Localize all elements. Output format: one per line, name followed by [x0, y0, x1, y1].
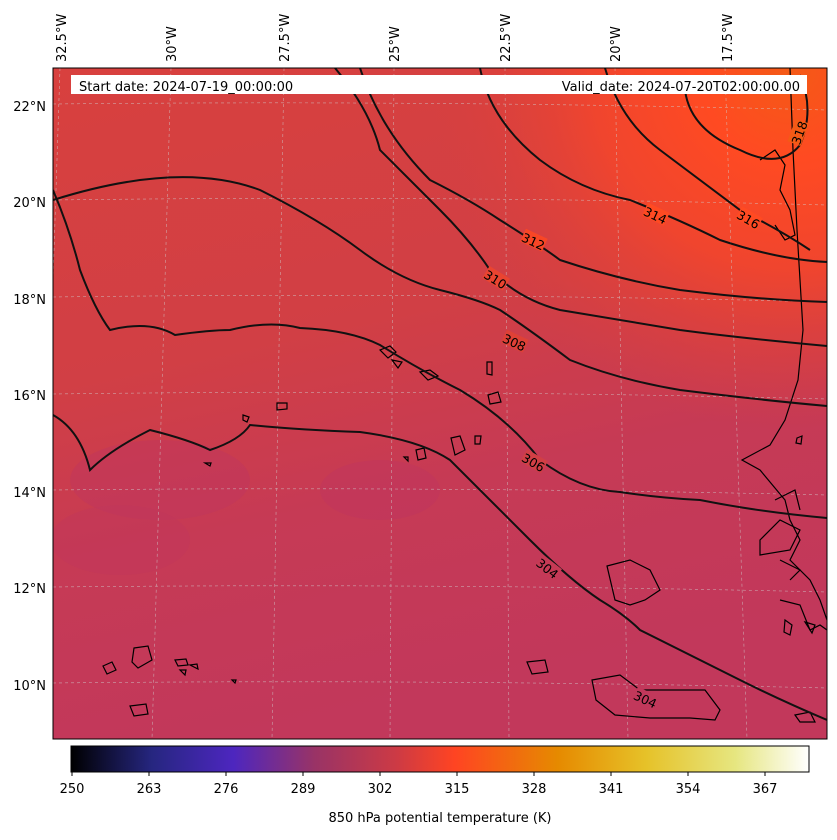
contour-316 [604, 68, 811, 251]
contour-304-south [53, 414, 827, 721]
lat-label-12n: 12°N [13, 582, 46, 597]
lon-label-17-5w: 17.5°W [721, 14, 736, 62]
start-date-label: Start date: 2024-07-19_00:00:00 [79, 80, 293, 95]
map-frame [52, 67, 828, 740]
colorbar-ramp [70, 745, 810, 773]
lon-label-30w: 30°W [165, 26, 180, 62]
lon-label-22-5w: 22.5°W [499, 14, 514, 62]
colorbar-tick-289: 289 [291, 782, 316, 797]
colorbar-tick-328: 328 [522, 782, 547, 797]
header-box [71, 75, 807, 94]
colorbar-tick-250: 250 [60, 782, 85, 797]
lat-label-14n: 14°N [13, 486, 46, 501]
coastlines [740, 68, 827, 723]
temperature-field: 318 316 314 312 310 308 306 304 304 [53, 68, 827, 739]
latitude-labels: 22°N 20°N 18°N 16°N 14°N 12°N 10°N [13, 100, 46, 694]
colorbar: 250 263 276 289 302 315 328 341 354 367 … [60, 745, 810, 826]
contour-314 [479, 68, 827, 263]
islands [102, 345, 721, 721]
colorbar-tick-276: 276 [214, 782, 239, 797]
colorbar-tick-263: 263 [137, 782, 162, 797]
lon-label-25w: 25°W [388, 26, 403, 62]
valid-date-label: Valid_date: 2024-07-20T02:00:00.00 [562, 80, 800, 95]
contour-labels: 318 316 314 312 310 308 306 304 304 [481, 118, 811, 711]
lon-label-20w: 20°W [609, 26, 624, 62]
graticule [53, 68, 827, 739]
contour-312 [359, 68, 827, 303]
contour-310 [53, 176, 827, 407]
colorbar-label: 850 hPa potential temperature (K) [328, 811, 551, 826]
contour-306 [53, 189, 827, 519]
colorbar-tick-367: 367 [753, 782, 778, 797]
lon-label-32-5w: 32.5°W [55, 14, 70, 62]
lat-label-20n: 20°N [13, 196, 46, 211]
lon-label-27-5w: 27.5°W [278, 14, 293, 62]
lat-label-10n: 10°N [13, 679, 46, 694]
contour-318 [684, 74, 809, 160]
contour-lines [53, 68, 827, 721]
colorbar-tick-354: 354 [676, 782, 701, 797]
colorbar-tick-302: 302 [368, 782, 393, 797]
colorbar-tick-341: 341 [599, 782, 624, 797]
lat-label-22n: 22°N [13, 100, 46, 115]
colorbar-tick-315: 315 [445, 782, 470, 797]
longitude-labels: 32.5°W 30°W 27.5°W 25°W 22.5°W 20°W 17.5… [55, 14, 736, 62]
lat-label-16n: 16°N [13, 389, 46, 404]
lat-label-18n: 18°N [13, 293, 46, 308]
